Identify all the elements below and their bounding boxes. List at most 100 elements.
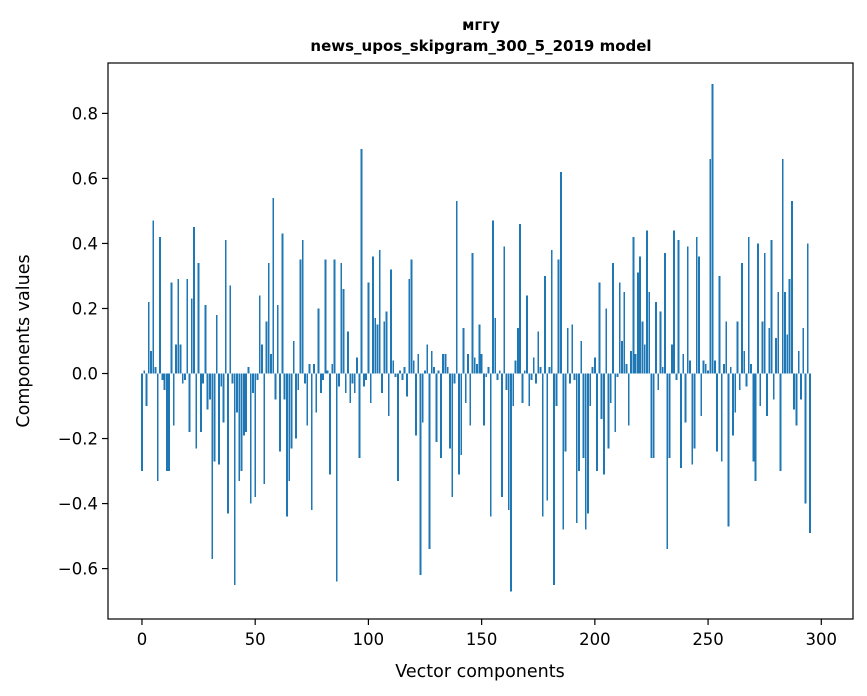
bar (415, 373, 417, 436)
bar (675, 373, 678, 381)
bar (666, 373, 669, 550)
bar (600, 373, 603, 420)
bar (557, 259, 560, 374)
bar (324, 259, 327, 374)
bar (528, 373, 531, 407)
bar (340, 262, 343, 374)
bar (539, 367, 542, 374)
bar (727, 373, 730, 527)
bar (161, 373, 164, 381)
bar (281, 233, 284, 374)
bar (693, 373, 696, 449)
bar (514, 360, 517, 374)
bar (193, 227, 195, 374)
y-tick-label: 0.0 (72, 365, 98, 384)
bar (254, 373, 257, 498)
bar (195, 373, 198, 449)
bar (795, 373, 798, 426)
bar (564, 373, 567, 452)
bar (478, 324, 481, 374)
x-axis-ticks: 0 50 100 150 200 250 300 (137, 619, 837, 649)
bar (464, 373, 467, 403)
bar (503, 246, 506, 374)
bar (446, 367, 449, 374)
bar (797, 350, 800, 374)
bar (329, 373, 331, 475)
bar (716, 373, 719, 452)
bar (444, 354, 447, 374)
bar (383, 321, 386, 374)
bar (159, 236, 161, 374)
bar (546, 373, 549, 501)
bar (582, 373, 585, 459)
bar (165, 373, 168, 472)
bar (152, 220, 155, 374)
bar (442, 354, 445, 374)
bar (729, 367, 732, 374)
bar (702, 360, 705, 374)
bar (469, 373, 472, 426)
bar (172, 373, 175, 426)
bar (711, 84, 714, 374)
bar (713, 360, 716, 374)
bar (512, 373, 515, 407)
bar (299, 259, 302, 374)
bar (224, 240, 227, 374)
bar (283, 373, 286, 400)
bar (661, 367, 664, 374)
bar (655, 301, 657, 374)
bar (147, 301, 150, 374)
bar (385, 311, 388, 374)
bar (338, 373, 340, 387)
bar (406, 373, 408, 397)
bar (526, 295, 528, 374)
bar (677, 240, 680, 374)
x-tick-label: 250 (692, 630, 724, 649)
bar (718, 275, 721, 374)
bar (179, 344, 182, 374)
bar (141, 373, 143, 472)
bar (396, 373, 399, 481)
bar (754, 373, 757, 481)
bar (428, 373, 431, 550)
bar (494, 318, 497, 374)
bar (270, 354, 272, 374)
bar (752, 373, 755, 462)
bar (648, 292, 651, 374)
bar (215, 314, 218, 374)
bar (372, 256, 374, 374)
bar (163, 373, 166, 390)
bar (342, 288, 345, 374)
bar (501, 373, 503, 498)
bar (473, 357, 476, 374)
bar (399, 370, 402, 374)
bar (489, 373, 492, 517)
bar (616, 373, 619, 377)
bar (639, 256, 642, 374)
bar (430, 350, 433, 374)
bar (256, 373, 259, 381)
bar (419, 373, 422, 576)
bar (691, 373, 694, 465)
bar (240, 373, 243, 472)
bar (657, 373, 660, 390)
bar (569, 373, 571, 384)
bar (322, 373, 325, 381)
bar (804, 373, 807, 504)
bar (317, 308, 320, 374)
bar (369, 373, 372, 403)
bar (793, 373, 796, 410)
bar (571, 324, 574, 374)
x-tick-label: 0 (137, 630, 148, 649)
bar (646, 230, 648, 374)
bar (417, 354, 420, 374)
bar (492, 220, 494, 374)
bar (761, 321, 764, 374)
y-axis-label: Components values (14, 254, 34, 427)
bar (374, 318, 377, 374)
bar (208, 373, 211, 400)
bar (279, 373, 281, 452)
bar (627, 373, 630, 426)
bar (412, 360, 415, 374)
x-tick-label: 300 (806, 630, 838, 649)
